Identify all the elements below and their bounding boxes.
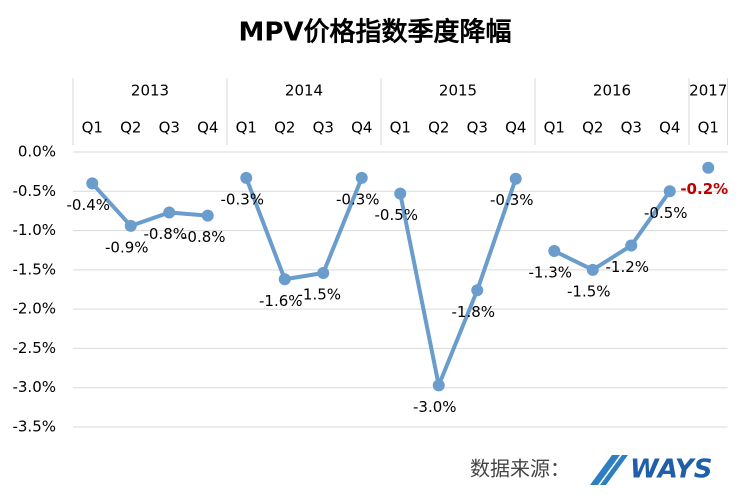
point: [86, 177, 99, 190]
y-tick-label: -2.0%: [12, 300, 56, 318]
point: [317, 267, 330, 279]
point: [625, 239, 638, 252]
chart-title: MPV价格指数季度降幅: [238, 17, 511, 48]
data-label: -0.8%: [182, 228, 226, 246]
data-label: -0.4%: [66, 196, 110, 214]
year-label: 2016: [593, 82, 631, 100]
year-label: 2015: [439, 82, 477, 100]
x-tick-label: Q3: [159, 119, 180, 137]
y-tick-label: -0.5%: [12, 182, 56, 200]
x-tick-label: Q2: [274, 119, 295, 137]
y-tick-label: 0.0%: [18, 143, 56, 161]
x-tick-label: Q1: [82, 119, 103, 137]
point: [240, 171, 253, 184]
point: [278, 273, 291, 286]
point: [124, 219, 137, 232]
point: [432, 379, 445, 392]
line: [398, 178, 518, 388]
year-label: 2014: [285, 82, 323, 100]
year-label: 2013: [131, 82, 169, 100]
data-label: -0.5%: [374, 206, 418, 224]
x-tick-label: Q4: [197, 119, 218, 137]
point: [509, 172, 522, 185]
data-label: -1.2%: [605, 258, 649, 276]
data-label: -3.0%: [413, 398, 457, 416]
line: [244, 177, 364, 282]
y-tick-label: -3.0%: [12, 378, 56, 396]
x-tick-label: Q4: [351, 119, 372, 137]
point: [394, 187, 407, 200]
point: [586, 263, 599, 276]
x-tick-label: Q1: [698, 119, 719, 137]
year-label: 2017: [689, 82, 727, 100]
data-label: -0.2%: [680, 180, 728, 198]
x-tick-label: Q4: [505, 119, 526, 137]
x-tick-label: Q3: [621, 119, 642, 137]
x-tick-label: Q3: [467, 119, 488, 137]
x-tick-label: Q1: [236, 119, 257, 137]
point: [471, 284, 484, 297]
x-tick-label: Q1: [544, 119, 565, 137]
point: [201, 209, 214, 222]
logo-icon: [590, 455, 628, 485]
logo: WAYS: [630, 455, 712, 485]
x-tick-label: Q2: [120, 119, 141, 137]
point: [702, 161, 715, 174]
data-label: -0.5%: [644, 204, 688, 222]
x-tick-label: Q2: [582, 119, 603, 137]
source: 数据来源：: [470, 457, 570, 481]
data-label: -1.3%: [528, 264, 572, 282]
point: [663, 185, 676, 198]
point: [548, 245, 561, 257]
y-tick-label: -3.5%: [12, 418, 56, 436]
y-tick-label: -1.0%: [12, 221, 56, 239]
data-label: -0.3%: [336, 190, 380, 208]
data-label: -0.3%: [490, 191, 534, 209]
y-tick-label: -2.5%: [12, 339, 56, 357]
x-tick-label: Q1: [390, 119, 411, 137]
data-label: -1.6%: [259, 292, 303, 310]
line: [90, 182, 208, 228]
y-tick-label: -1.5%: [12, 260, 56, 278]
data-label: -1.8%: [451, 303, 495, 321]
data-label: -0.8%: [143, 225, 187, 243]
point: [163, 206, 176, 219]
data-label: -0.9%: [105, 238, 149, 256]
data-label: -0.3%: [220, 190, 264, 208]
data-label: -1.5%: [297, 286, 341, 304]
x-tick-label: Q4: [659, 119, 680, 137]
x-tick-label: Q2: [428, 119, 449, 137]
line: [553, 190, 672, 272]
data-label: -1.5%: [567, 282, 611, 300]
point: [355, 171, 368, 184]
x-tick-label: Q3: [313, 119, 334, 137]
